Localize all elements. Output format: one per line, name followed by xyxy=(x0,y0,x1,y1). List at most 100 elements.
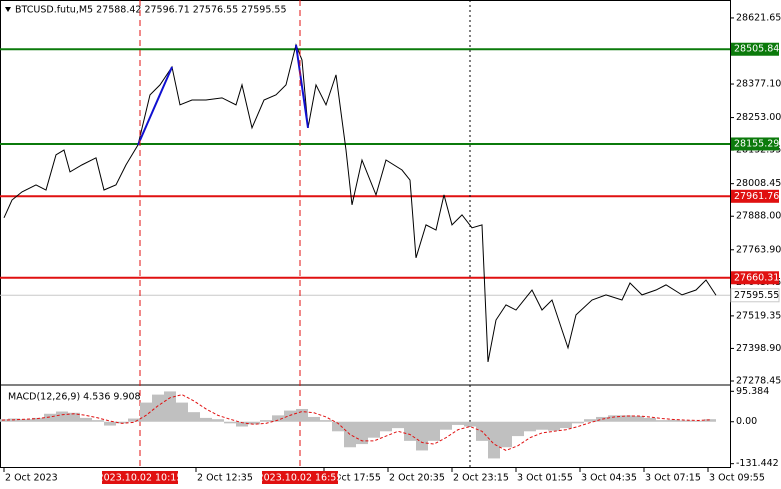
macd-bar xyxy=(128,418,140,422)
menu-arrow xyxy=(5,7,11,12)
macd-bar xyxy=(152,394,164,422)
macd-bar xyxy=(560,421,572,429)
macd-bar xyxy=(440,421,452,430)
macd-bar xyxy=(428,421,440,441)
macd-bar xyxy=(116,421,128,424)
y-tick-label: 28621.65 xyxy=(736,12,781,23)
macd-bar xyxy=(500,421,512,448)
macd-bar xyxy=(524,421,536,432)
y-tick-label: 95.384 xyxy=(736,386,769,397)
macd-bar xyxy=(632,415,644,422)
macd-bar xyxy=(464,421,476,427)
level-label: 27961.76 xyxy=(734,191,779,202)
x-tick-label: 3 Oct 07:15 xyxy=(645,473,701,484)
macd-bar xyxy=(416,421,428,451)
macd-bar xyxy=(512,421,524,437)
macd-bar xyxy=(200,417,212,422)
trend-segment xyxy=(295,44,309,128)
macd-bar xyxy=(668,419,680,422)
macd-bar xyxy=(272,415,284,422)
macd-title: MACD(12,26,9) 4.536 9.908 xyxy=(8,392,141,403)
y-tick-label: 27398.90 xyxy=(736,343,781,354)
price-line xyxy=(3,43,717,363)
macd-bar xyxy=(344,421,356,448)
chart-title: BTCUSD.futu,M5 27588.42 27596.71 27576.5… xyxy=(15,5,286,16)
macd-bar xyxy=(380,421,392,432)
x-tick-label: 2 Oct 23:15 xyxy=(453,473,509,484)
x-tick-label: 2 Oct 12:35 xyxy=(197,473,253,484)
macd-bar xyxy=(176,402,188,422)
y-tick-label: 28008.45 xyxy=(736,178,781,189)
macd-bar xyxy=(20,419,32,422)
time-label-box xyxy=(262,471,338,484)
macd-bar xyxy=(44,413,56,422)
macd-bar xyxy=(548,421,560,431)
plot-frame xyxy=(0,0,731,468)
macd-bar xyxy=(620,415,632,422)
y-tick-label: 27888.00 xyxy=(736,211,781,222)
macd-bar xyxy=(536,421,548,430)
macd-bar xyxy=(656,420,668,422)
level-label-box xyxy=(731,42,779,56)
macd-bar xyxy=(80,417,92,422)
macd-bar xyxy=(104,421,116,426)
level-label-box xyxy=(731,189,779,203)
macd-bar xyxy=(368,421,380,438)
time-label: 2023.10.02 16:55 xyxy=(258,473,343,484)
level-label-box xyxy=(731,271,779,285)
level-label: 28155.29 xyxy=(734,138,779,149)
macd-bar xyxy=(692,420,704,422)
macd-bar xyxy=(140,402,152,422)
macd-bar xyxy=(452,421,464,425)
macd-bar xyxy=(296,408,308,422)
macd-bar xyxy=(596,416,608,422)
last-price-label: 27595.55 xyxy=(734,290,779,301)
macd-bar xyxy=(584,419,596,422)
macd-bar xyxy=(260,420,272,422)
macd-bar xyxy=(332,421,344,432)
macd-bar xyxy=(680,420,692,422)
level-label: 28505.84 xyxy=(734,44,779,55)
macd-bar xyxy=(248,421,260,425)
time-label-box xyxy=(102,471,178,484)
x-tick-label: 3 Oct 09:55 xyxy=(709,473,765,484)
macd-bar xyxy=(284,410,296,422)
y-tick-label: 28377.10 xyxy=(736,79,781,90)
macd-bar xyxy=(308,416,320,422)
macd-bar xyxy=(572,421,584,424)
time-label: 2023.10.02 10:15 xyxy=(98,473,183,484)
macd-bar xyxy=(488,421,500,459)
macd-bar xyxy=(92,420,104,422)
y-tick-label: 27763.90 xyxy=(736,244,781,255)
macd-bar xyxy=(704,419,716,422)
trend-segment xyxy=(137,66,173,146)
x-tick-label: 2 Oct 17:55 xyxy=(325,473,381,484)
macd-bar xyxy=(164,391,176,422)
macd-bar xyxy=(224,421,236,424)
x-tick-label: 3 Oct 04:35 xyxy=(581,473,637,484)
y-tick-label: 28253.00 xyxy=(736,112,781,123)
level-label: 27660.31 xyxy=(734,272,779,283)
y-tick-label: 27519.35 xyxy=(736,310,781,321)
macd-bar xyxy=(56,411,68,422)
y-tick-label: -131.442 xyxy=(736,458,779,469)
last-price-box xyxy=(730,288,780,303)
macd-bar xyxy=(32,417,44,422)
x-tick-label: 3 Oct 01:55 xyxy=(517,473,573,484)
macd-bar xyxy=(212,419,224,422)
x-tick-label: 2 Oct 20:35 xyxy=(389,473,445,484)
macd-bar xyxy=(608,415,620,422)
y-tick-label: 27278.45 xyxy=(736,375,781,386)
macd-bar xyxy=(320,420,332,422)
macd-bar xyxy=(236,421,248,427)
macd-bar xyxy=(356,421,368,445)
macd-bar xyxy=(188,412,200,422)
macd-bar xyxy=(404,421,416,441)
macd-bar xyxy=(68,412,80,422)
y-tick-label: 0.00 xyxy=(736,416,757,427)
x-tick-label: 2 Oct 2023 xyxy=(5,473,58,484)
macd-bar xyxy=(392,421,404,429)
macd-bar xyxy=(644,417,656,422)
level-label-box xyxy=(731,137,779,151)
